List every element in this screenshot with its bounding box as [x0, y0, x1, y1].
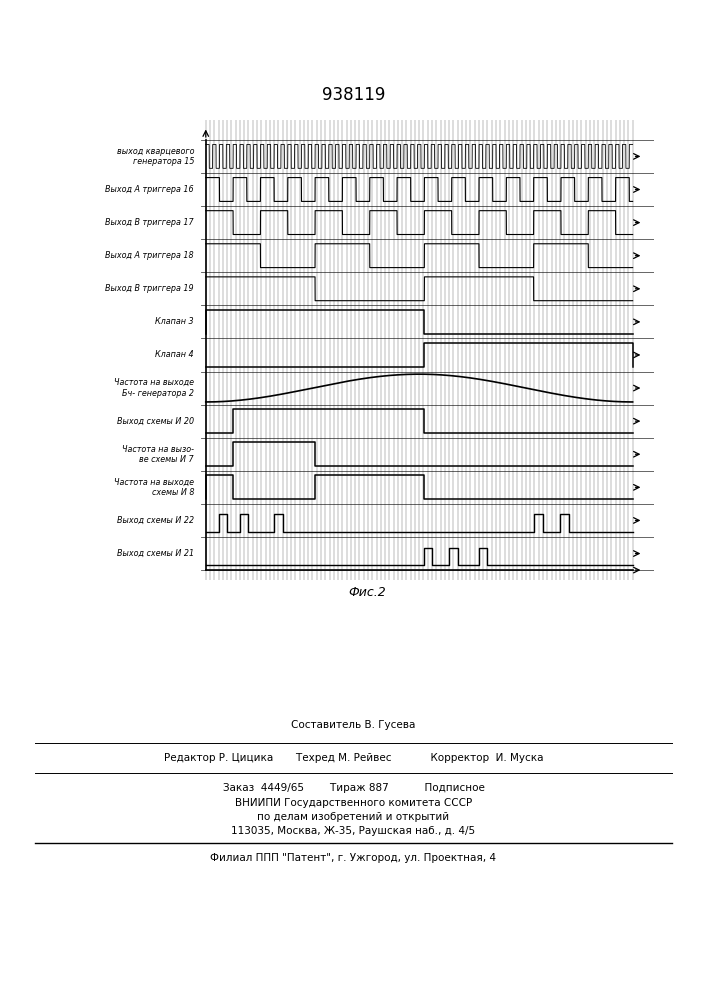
Text: Выход схемы И 20: Выход схемы И 20	[117, 417, 194, 426]
Text: Клапан 3: Клапан 3	[156, 317, 194, 326]
Text: Выход A триггера 16: Выход A триггера 16	[105, 185, 194, 194]
Text: Выход схемы И 21: Выход схемы И 21	[117, 549, 194, 558]
Text: Частота на выходе
Бч- генератора 2: Частота на выходе Бч- генератора 2	[114, 378, 194, 398]
Text: Филиал ППП "Патент", г. Ужгород, ул. Проектная, 4: Филиал ППП "Патент", г. Ужгород, ул. Про…	[211, 853, 496, 863]
Text: ВНИИПИ Государственного комитета СССР: ВНИИПИ Государственного комитета СССР	[235, 798, 472, 808]
Text: Выход схемы И 22: Выход схемы И 22	[117, 516, 194, 525]
Text: 113035, Москва, Ж-35, Раушская наб., д. 4/5: 113035, Москва, Ж-35, Раушская наб., д. …	[231, 826, 476, 836]
Text: Частота на вызо-
ве схемы И 7: Частота на вызо- ве схемы И 7	[122, 445, 194, 464]
Text: Выход A триггера 18: Выход A триггера 18	[105, 251, 194, 260]
Text: Редактор Р. Цицика       Техред М. Рейвес            Корректор  И. Муска: Редактор Р. Цицика Техред М. Рейвес Корр…	[164, 753, 543, 763]
Text: Фис.2: Фис.2	[349, 585, 387, 598]
Text: выход кварцевого
генератора 15: выход кварцевого генератора 15	[117, 147, 194, 166]
Text: Частота на выходе
схемы И 8: Частота на выходе схемы И 8	[114, 478, 194, 497]
Text: Выход B триггера 19: Выход B триггера 19	[105, 284, 194, 293]
Text: 938119: 938119	[322, 86, 385, 104]
Text: Клапан 4: Клапан 4	[156, 350, 194, 359]
Text: Заказ  4449/65        Тираж 887           Подписное: Заказ 4449/65 Тираж 887 Подписное	[223, 783, 484, 793]
Text: Составитель В. Гусева: Составитель В. Гусева	[291, 720, 416, 730]
Text: по делам изобретений и открытий: по делам изобретений и открытий	[257, 812, 450, 822]
Text: Выход B триггера 17: Выход B триггера 17	[105, 218, 194, 227]
